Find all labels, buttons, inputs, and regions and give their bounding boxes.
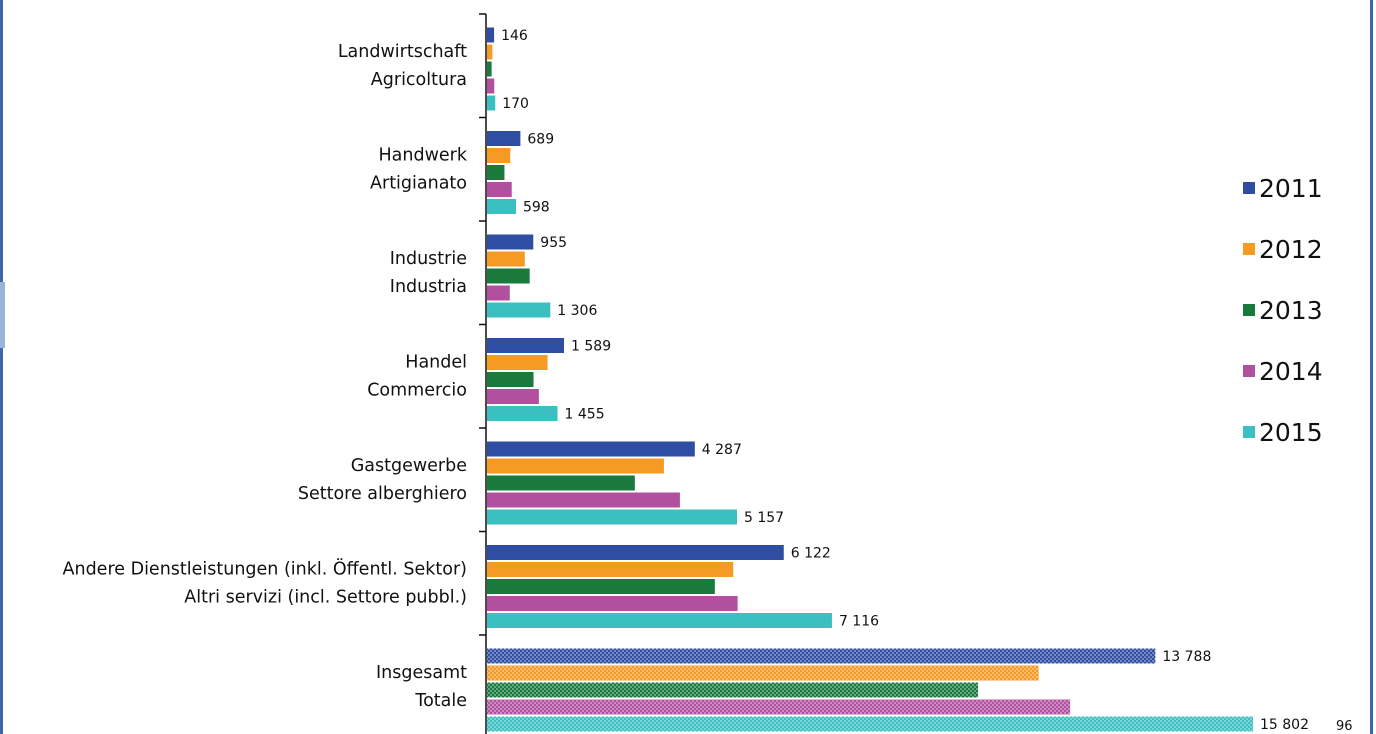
legend-label-2015: 2015 — [1259, 418, 1323, 447]
data-label-2015-category-1: 598 — [523, 200, 550, 216]
category-label-4-it: Settore alberghiero — [298, 484, 467, 504]
bar-2014-category-2 — [487, 285, 510, 301]
legend-label-2011: 2011 — [1259, 174, 1323, 203]
bar-2015-category-4 — [487, 509, 737, 525]
category-label-2-de: Industrie — [390, 249, 467, 269]
category-label-0-de: Landwirtschaft — [338, 42, 467, 62]
bar-2012-category-2 — [487, 251, 525, 267]
category-label-2-it: Industria — [390, 277, 467, 297]
bar-2013-category-2 — [487, 268, 530, 284]
legend-label-2014: 2014 — [1259, 357, 1323, 386]
chart-axes — [479, 13, 487, 734]
bar-2015-category-3 — [487, 406, 558, 421]
bar-2015-category-0 — [487, 95, 496, 111]
legend-swatch-2012 — [1243, 243, 1255, 255]
data-label-2011-category-3: 1 589 — [571, 339, 611, 355]
page-number: 96 — [1336, 719, 1353, 734]
bar-2014-category-3 — [487, 389, 539, 404]
data-label-2011-category-1: 689 — [527, 132, 554, 148]
category-label-4-de: Gastgewerbe — [351, 456, 467, 476]
bar-2013-category-5 — [487, 579, 715, 594]
category-label-3-de: Handel — [405, 352, 467, 372]
bar-2014-category-6 — [487, 699, 1071, 715]
chart-bars — [487, 27, 1253, 732]
legend-swatch-2014 — [1243, 365, 1255, 377]
bar-2013-category-3 — [487, 372, 534, 387]
chart-labels: 146 170 Landwirtschaft Agricoltura 689 598 Han… — [63, 28, 1309, 733]
category-label-3-it: Commercio — [367, 380, 467, 400]
bar-2011-category-0 — [487, 27, 495, 43]
bar-2013-category-0 — [487, 61, 492, 77]
category-label-1-it: Artigianato — [370, 173, 467, 193]
bar-2012-category-1 — [487, 148, 511, 163]
category-label-6-it: Totale — [414, 691, 467, 711]
data-label-2011-category-6: 13 788 — [1162, 649, 1211, 665]
category-label-6-de: Insgesamt — [376, 663, 467, 683]
bar-2011-category-2 — [487, 234, 534, 250]
data-label-2015-category-0: 170 — [502, 96, 529, 112]
bar-2012-category-6 — [487, 665, 1039, 681]
bar-2015-category-6 — [487, 716, 1253, 732]
data-label-2011-category-4: 4 287 — [702, 442, 742, 458]
legend-swatch-2015 — [1243, 426, 1255, 438]
category-label-0-it: Agricoltura — [371, 70, 467, 90]
legend-swatch-2011 — [1243, 182, 1255, 194]
bar-2011-category-4 — [487, 441, 695, 457]
bar-2012-category-5 — [487, 562, 734, 577]
bar-2012-category-0 — [487, 44, 493, 60]
data-label-2015-category-4: 5 157 — [744, 510, 784, 526]
page-frame-right-border — [1370, 0, 1373, 734]
page-frame-left-border — [0, 0, 3, 734]
bar-2014-category-5 — [487, 596, 738, 611]
bar-2014-category-1 — [487, 182, 512, 197]
category-label-5-it: Altri servizi (incl. Settore pubbl.) — [184, 587, 467, 607]
bar-2014-category-4 — [487, 492, 680, 508]
bar-2015-category-1 — [487, 199, 516, 214]
legend-swatch-2013 — [1243, 304, 1255, 316]
bar-2015-category-2 — [487, 302, 551, 318]
bar-2011-category-6 — [487, 648, 1156, 664]
bar-2011-category-3 — [487, 338, 565, 353]
data-label-2015-category-6: 15 802 — [1260, 717, 1309, 733]
category-label-5-de: Andere Dienstleistungen (inkl. Öffentl. … — [63, 557, 467, 579]
data-label-2011-category-2: 955 — [540, 235, 567, 251]
legend-label-2013: 2013 — [1259, 296, 1323, 325]
data-label-2015-category-3: 1 455 — [565, 407, 605, 423]
data-label-2011-category-5: 6 122 — [791, 546, 831, 562]
bar-2014-category-0 — [487, 78, 495, 94]
bar-2013-category-1 — [487, 165, 505, 180]
bar-2012-category-3 — [487, 355, 548, 370]
bar-2011-category-5 — [487, 545, 784, 560]
bar-2013-category-6 — [487, 682, 979, 698]
data-label-2011-category-0: 146 — [501, 28, 528, 44]
category-label-1-de: Handwerk — [379, 145, 468, 165]
data-label-2015-category-2: 1 306 — [557, 303, 597, 319]
chart-legend: 2011 2012 2013 2014 2015 — [1243, 174, 1323, 447]
bar-2013-category-4 — [487, 475, 635, 491]
bar-2011-category-1 — [487, 131, 521, 146]
bar-2015-category-5 — [487, 613, 832, 628]
legend-label-2012: 2012 — [1259, 235, 1323, 264]
data-label-2015-category-5: 7 116 — [839, 614, 879, 630]
page-frame-left-tab — [0, 282, 5, 348]
bar-2012-category-4 — [487, 458, 664, 474]
